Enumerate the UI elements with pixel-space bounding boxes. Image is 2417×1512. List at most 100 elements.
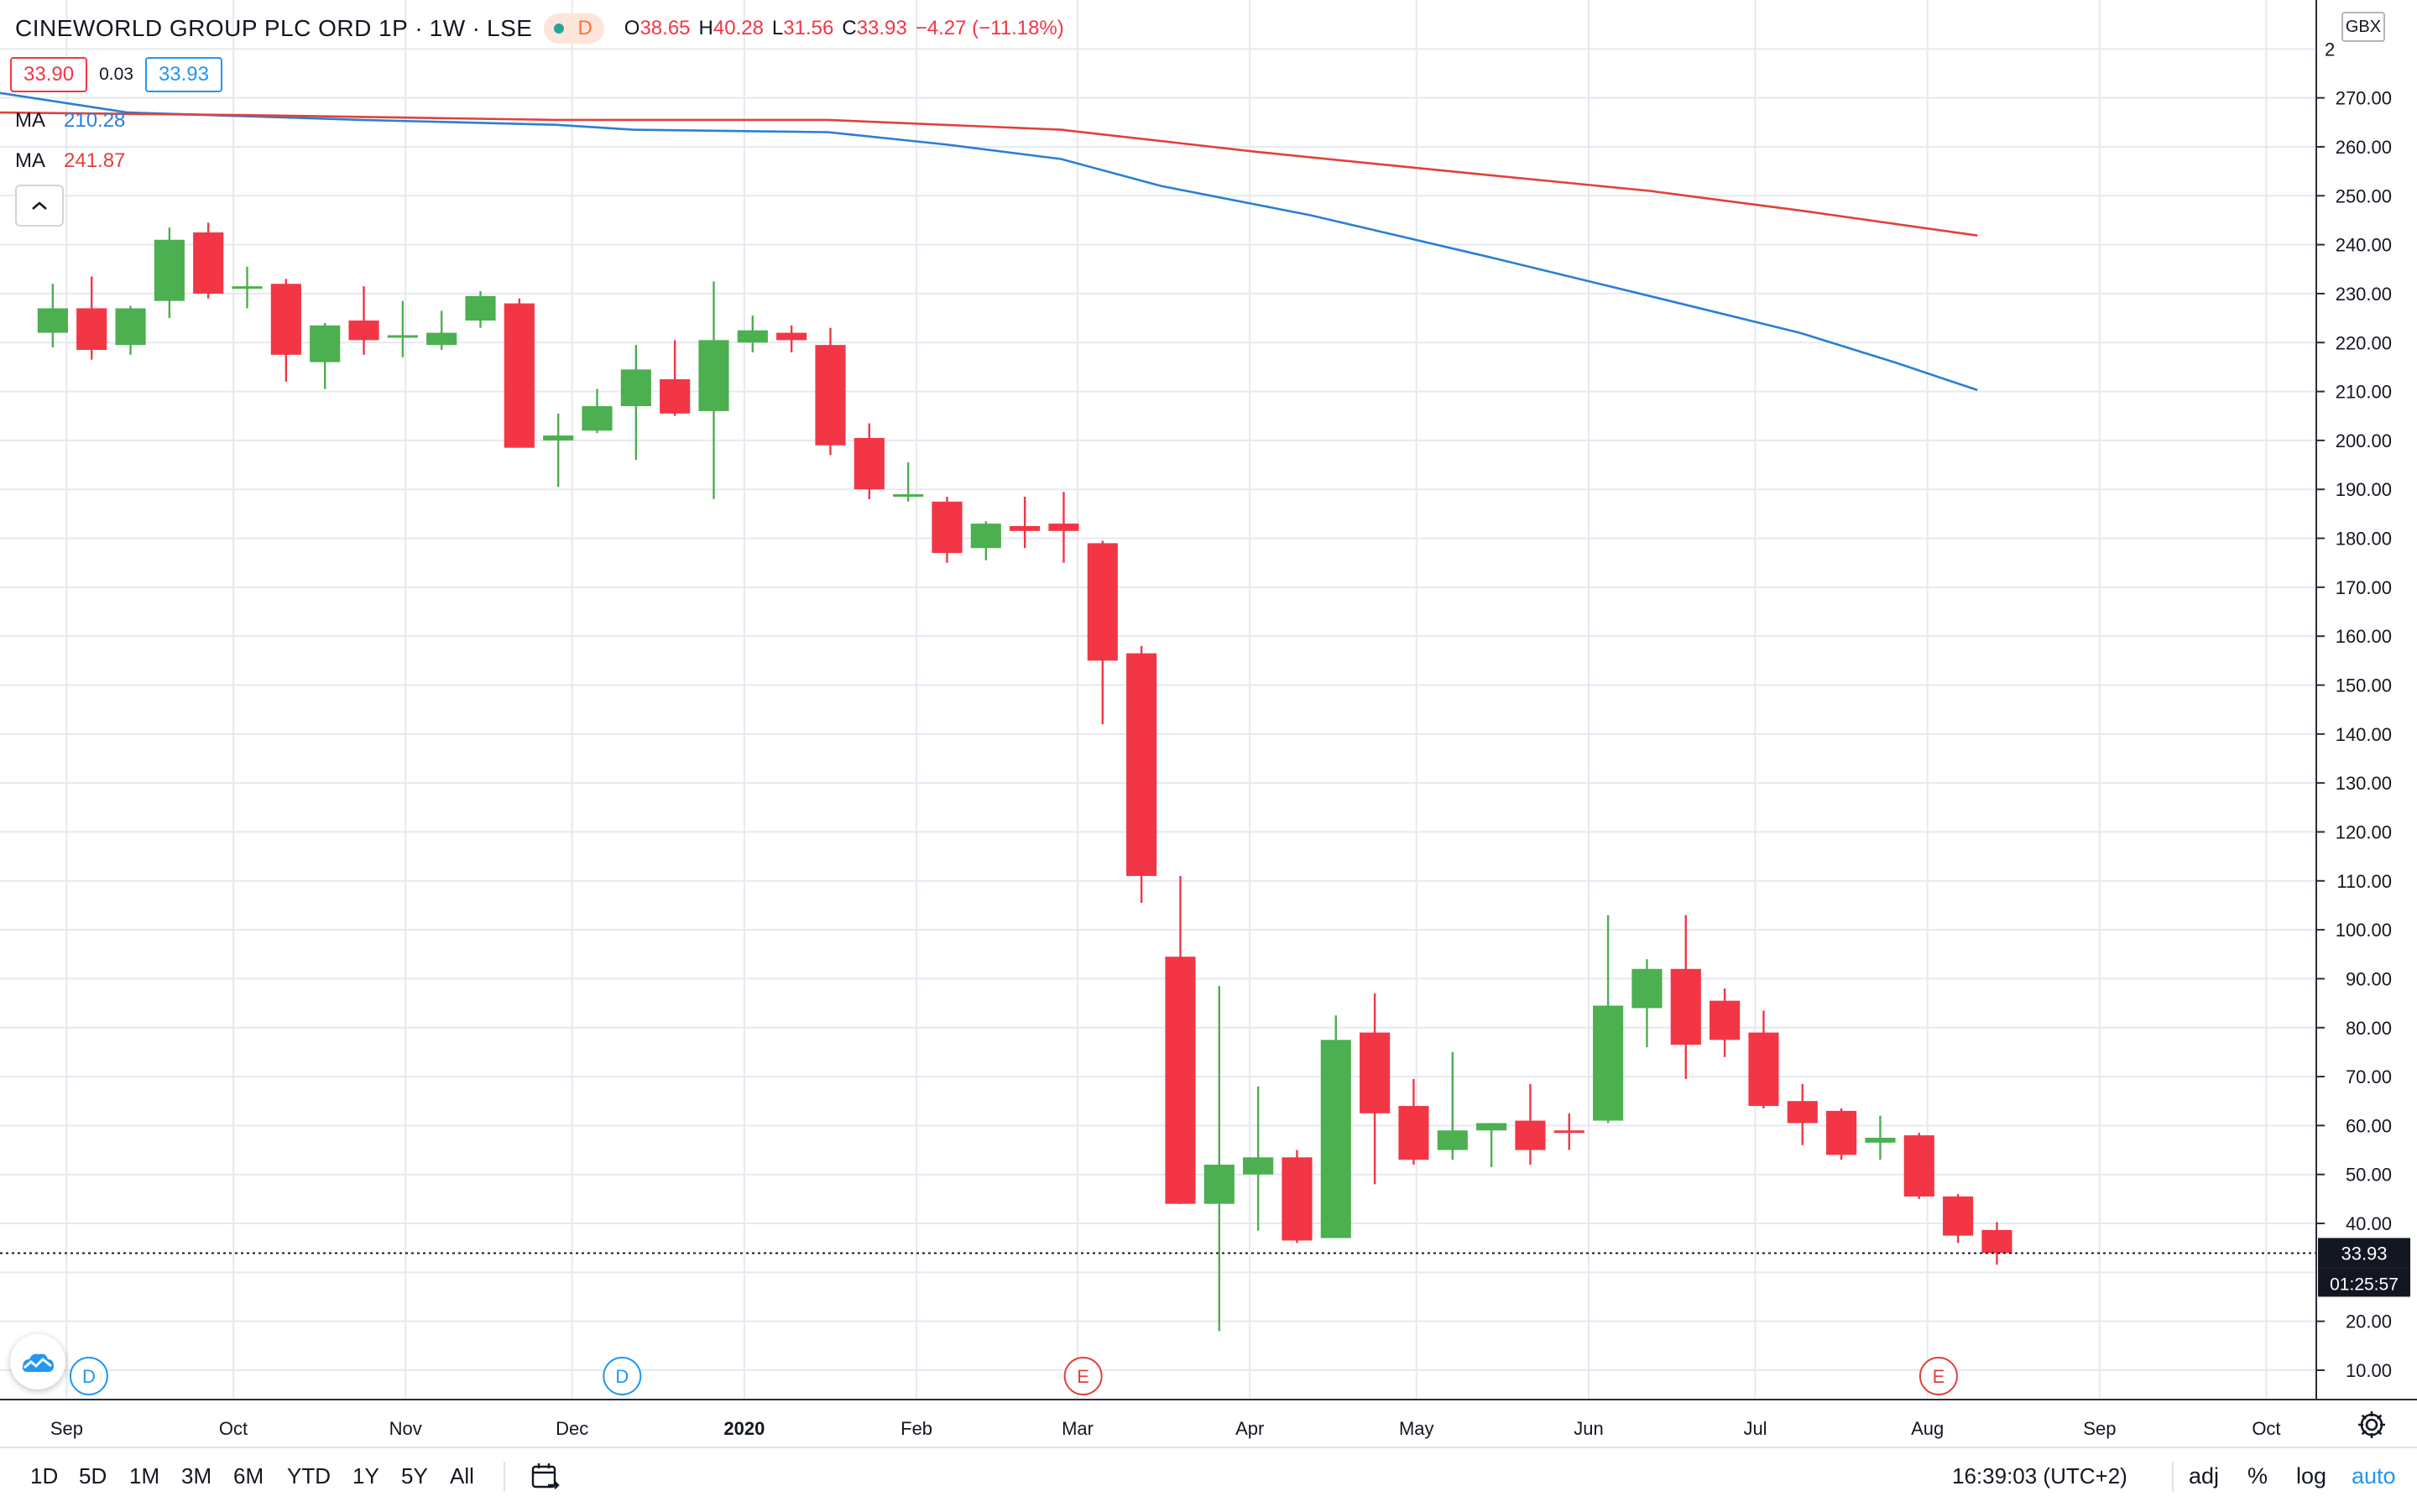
candle-body — [620, 369, 651, 407]
last-price-marker — [2318, 1238, 2410, 1269]
range-button-1y[interactable]: 1Y — [352, 1463, 379, 1489]
candle — [970, 521, 1001, 560]
candle — [660, 340, 691, 416]
ask-price-box[interactable]: 33.93 — [144, 57, 222, 92]
candle-body — [1126, 653, 1157, 876]
earnings-marker-circle — [1918, 1357, 1958, 1395]
currency-badge[interactable]: GBX — [2341, 12, 2385, 42]
candle-body — [232, 286, 263, 289]
indicator-value: 210.28 — [64, 109, 126, 132]
candle-body — [1787, 1101, 1818, 1124]
tradingview-logo-button[interactable] — [10, 1334, 65, 1389]
candle-body — [426, 332, 457, 346]
candle — [1243, 1086, 1274, 1231]
range-button-1m[interactable]: 1M — [129, 1463, 160, 1489]
chart-grid — [0, 0, 2316, 1400]
range-button-ytd[interactable]: YTD — [287, 1463, 331, 1489]
range-button-all[interactable]: All — [450, 1463, 474, 1489]
interval-label[interactable]: 1W — [429, 15, 466, 41]
chevron-up-icon — [32, 201, 47, 210]
indicator-label: MA — [15, 109, 45, 132]
candle-body — [582, 406, 613, 431]
candle — [815, 327, 846, 456]
quote-row: 33.90 0.03 33.93 — [10, 57, 222, 92]
candle — [270, 279, 301, 382]
dividend-marker-label: D — [82, 1366, 96, 1387]
range-button-5y[interactable]: 5Y — [401, 1463, 428, 1489]
candle-body — [1282, 1157, 1313, 1241]
price-axis-label: 10.00 — [2346, 1360, 2392, 1381]
earnings-marker-label: E — [1077, 1366, 1089, 1387]
indicator-ma-slow[interactable]: MA 241.87 — [15, 144, 125, 178]
bottom-toolbar: 1D 5D 1M 3M 6M YTD 1Y 5Y All 16:39:03 (U… — [0, 1447, 2417, 1512]
candle — [1903, 1133, 1934, 1199]
candle-body — [1710, 1000, 1741, 1040]
price-axis[interactable]: 270.00260.00250.00240.00230.00220.00210.… — [2315, 0, 2392, 1400]
symbol-header: CINEWORLD GROUP PLC ORD 1P · 1W · LSE D … — [15, 12, 1064, 45]
time-axis[interactable]: Sep Oct Nov Dec 2020 Feb Mar Apr May Jun Jul Aug Sep… — [0, 1399, 2417, 1439]
candle — [1476, 1123, 1507, 1167]
candle-body — [932, 501, 963, 554]
candle-body — [1320, 1040, 1351, 1238]
range-button-3m[interactable]: 3M — [181, 1463, 212, 1489]
adjust-toggle[interactable]: adj — [2189, 1463, 2220, 1489]
candle — [582, 388, 613, 434]
candle — [698, 281, 729, 499]
log-scale-toggle[interactable]: log — [2296, 1463, 2327, 1489]
settings-gear-icon[interactable] — [2355, 1408, 2388, 1442]
market-status-badge[interactable]: D — [544, 13, 604, 44]
dividend-marker[interactable]: D — [69, 1357, 108, 1395]
candle-body — [1203, 1165, 1235, 1204]
percent-scale-toggle[interactable]: % — [2247, 1463, 2268, 1489]
candle-body — [193, 232, 224, 294]
go-to-date-button[interactable] — [527, 1457, 564, 1495]
exchange-label: LSE — [487, 15, 533, 41]
candle-body — [698, 340, 729, 411]
earnings-marker[interactable]: E — [1063, 1357, 1103, 1395]
moving-average-line — [0, 111, 1978, 237]
candle — [1087, 540, 1118, 725]
tradingview-cloud-icon — [23, 1353, 54, 1372]
timezone-clock[interactable]: 16:39:03 (UTC+2) — [1952, 1463, 2127, 1489]
candle-body — [854, 437, 885, 490]
indicator-ma-fast[interactable]: MA 210.28 — [15, 104, 125, 138]
moving-average-line — [0, 91, 1978, 392]
candle — [1360, 993, 1391, 1185]
candle — [893, 462, 924, 502]
candle — [737, 315, 768, 352]
earnings-marker[interactable]: E — [1918, 1357, 1958, 1395]
range-button-5d[interactable]: 5D — [79, 1463, 107, 1489]
candle-body — [1826, 1110, 1857, 1155]
time-axis-label: Aug — [1911, 1418, 1944, 1439]
candle-body — [504, 303, 535, 448]
candle-body — [970, 524, 1001, 549]
low-value: L31.56 — [771, 17, 834, 39]
candle — [465, 291, 496, 328]
candle — [154, 227, 185, 319]
symbol-name[interactable]: CINEWORLD GROUP PLC ORD 1P — [15, 15, 409, 41]
range-button-6m[interactable]: 6M — [233, 1463, 264, 1489]
candle-body — [348, 321, 379, 341]
candle-body — [893, 494, 924, 498]
dividend-marker[interactable]: D — [603, 1357, 642, 1395]
range-button-1d[interactable]: 1D — [30, 1463, 59, 1489]
candle — [854, 423, 885, 499]
candle — [37, 284, 68, 348]
collapse-legend-button[interactable] — [15, 185, 64, 227]
auto-scale-toggle[interactable]: auto — [2352, 1463, 2396, 1489]
candle — [76, 276, 107, 360]
price-axis-label: 270.00 — [2336, 88, 2392, 109]
price-axis-label: 90.00 — [2346, 968, 2392, 989]
price-axis-label: 180.00 — [2336, 529, 2392, 550]
candle — [504, 298, 535, 448]
bid-price-box[interactable]: 33.90 — [10, 57, 88, 92]
indicator-value: 241.87 — [64, 149, 126, 172]
bar-countdown-marker — [2318, 1268, 2410, 1297]
price-axis-label: 260.00 — [2336, 137, 2392, 158]
price-axis-label: 220.00 — [2336, 332, 2392, 353]
candle-body — [37, 308, 68, 333]
candle — [1320, 1015, 1351, 1238]
candle — [1748, 1010, 1779, 1108]
toolbar-divider — [504, 1462, 505, 1492]
